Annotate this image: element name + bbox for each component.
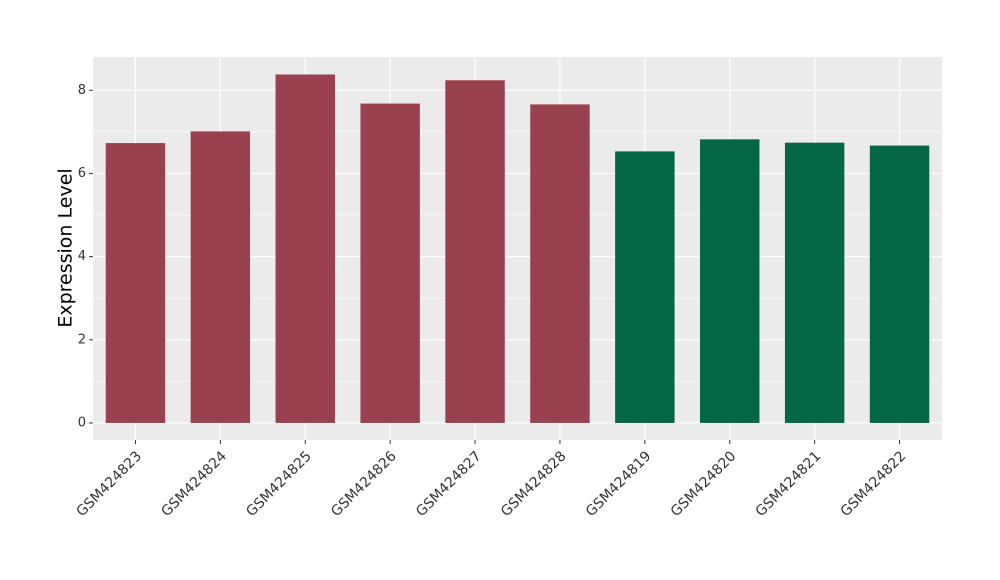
x-tick-label: GSM424823 (74, 448, 146, 520)
x-tick-label: GSM424826 (328, 448, 400, 520)
bar (275, 74, 335, 423)
y-axis-title: Expression Level (55, 168, 77, 327)
bar (784, 142, 845, 423)
bar (190, 131, 251, 423)
bar (445, 80, 505, 423)
x-tick-label: GSM424824 (158, 448, 230, 520)
bar (105, 143, 166, 423)
bar (700, 139, 760, 423)
bar (360, 103, 420, 423)
x-tick-label: GSM424828 (498, 448, 570, 520)
x-tick-label: GSM424819 (583, 448, 655, 520)
bar (530, 104, 590, 423)
y-tick-label: 4 (78, 249, 86, 264)
x-tick-label: GSM424820 (668, 448, 740, 520)
y-tick-label: 8 (78, 83, 86, 98)
x-tick-label: GSM424827 (413, 448, 485, 520)
bar (615, 151, 675, 423)
x-tick-label: GSM424822 (838, 448, 910, 520)
bar (869, 145, 930, 423)
x-tick-label: GSM424821 (753, 448, 825, 520)
y-tick-label: 6 (78, 166, 86, 181)
y-tick-label: 2 (78, 332, 86, 347)
x-tick-label: GSM424825 (243, 448, 315, 520)
y-tick-label: 0 (78, 415, 86, 430)
